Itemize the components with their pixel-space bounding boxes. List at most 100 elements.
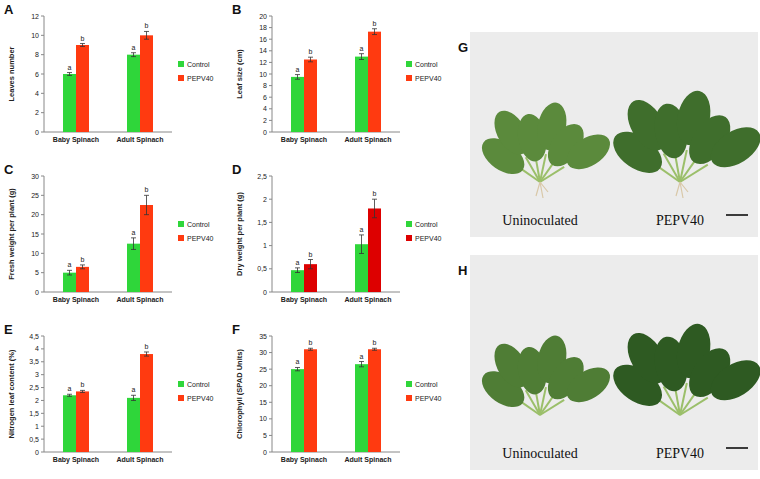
- tick-label: 6: [263, 94, 267, 101]
- significance-letter: b: [309, 48, 313, 55]
- tick-label: 0: [263, 289, 267, 296]
- scale-bar: [726, 214, 748, 216]
- error-stem: [82, 44, 83, 47]
- error-cap: [308, 350, 313, 351]
- legend-label: Control: [415, 381, 438, 388]
- tick-label: 1: [35, 423, 39, 430]
- legend-label: PEPV40: [187, 235, 214, 242]
- significance-letter: a: [296, 358, 300, 365]
- error-bar: [359, 235, 364, 254]
- error-bar: [131, 53, 136, 57]
- bar: [355, 57, 368, 132]
- error-stem: [146, 195, 147, 214]
- panel-letter: G: [458, 40, 468, 55]
- marks: [291, 199, 381, 292]
- tick-label: 25: [259, 366, 267, 373]
- error-bar: [295, 268, 300, 273]
- y-axis-label: Chlorophyll (SPAD Units): [235, 349, 244, 439]
- error-bar: [67, 270, 72, 275]
- error-stem: [146, 31, 147, 39]
- stem: [680, 165, 708, 182]
- error-cap: [295, 370, 300, 371]
- tick-label: 8: [263, 82, 267, 89]
- bar: [76, 45, 89, 132]
- panel-letter: D: [232, 162, 241, 177]
- tick-label: 15: [31, 231, 39, 238]
- bar: [140, 35, 153, 132]
- significance-letter: a: [360, 226, 364, 233]
- error-cap: [131, 400, 136, 401]
- tick-label: 10: [31, 32, 39, 39]
- error-bar: [372, 348, 377, 350]
- legend-label: Control: [187, 221, 210, 228]
- panel-letter: A: [4, 2, 14, 17]
- chart-panel: FChlorophyll (SPAD Units)05101520253035B…: [232, 322, 442, 464]
- figure: ALeaves number024681012Baby SpinachabAdu…: [0, 0, 760, 479]
- error-cap: [372, 217, 377, 218]
- error-stem: [297, 268, 298, 273]
- significance-letter: b: [81, 256, 85, 263]
- significance-letter: a: [68, 385, 72, 392]
- significance-letter: b: [145, 22, 149, 29]
- legend-label: Control: [187, 61, 210, 68]
- category-label: Adult Spinach: [344, 136, 391, 144]
- error-cap: [308, 268, 313, 269]
- error-stem: [297, 367, 298, 370]
- error-stem: [310, 57, 311, 62]
- error-cap: [308, 61, 313, 62]
- significance-letter: b: [373, 20, 377, 27]
- tick-label: 4: [35, 345, 39, 352]
- marks: [291, 29, 381, 132]
- error-bar: [144, 31, 149, 39]
- error-cap: [359, 366, 364, 367]
- legend-label: PEPV40: [187, 75, 214, 82]
- error-cap: [80, 264, 85, 265]
- legend-swatch: [178, 75, 184, 81]
- error-cap: [67, 394, 72, 395]
- error-bar: [359, 54, 364, 60]
- marks: [63, 195, 153, 292]
- error-bar: [295, 367, 300, 370]
- bar: [291, 77, 304, 132]
- error-stem: [133, 395, 134, 400]
- legend-swatch: [178, 381, 184, 387]
- significance-letter: a: [132, 229, 136, 236]
- significance-letter: a: [360, 353, 364, 360]
- stem: [676, 157, 680, 182]
- tick-label: 20: [31, 211, 39, 218]
- tick-label: 0: [35, 289, 39, 296]
- legend-label: Control: [187, 381, 210, 388]
- legend-swatch: [406, 61, 412, 67]
- stem: [540, 397, 553, 415]
- tick-label: 10: [31, 250, 39, 257]
- tick-label: 4: [263, 105, 267, 112]
- error-cap: [372, 350, 377, 351]
- panel-letter: E: [4, 322, 13, 337]
- significance-letter: a: [360, 45, 364, 52]
- legend-swatch: [178, 235, 184, 241]
- error-cap: [144, 195, 149, 196]
- error-cap: [372, 348, 377, 349]
- error-bar: [80, 390, 85, 392]
- marks: [63, 31, 153, 132]
- error-stem: [82, 265, 83, 269]
- error-cap: [131, 395, 136, 396]
- chart-panel: CFresh weight per plant (g)051015202530B…: [4, 162, 214, 304]
- significance-letter: a: [132, 44, 136, 51]
- error-cap: [80, 268, 85, 269]
- y-axis: [272, 16, 273, 132]
- error-stem: [133, 238, 134, 250]
- stem: [676, 390, 680, 415]
- error-cap: [131, 56, 136, 57]
- error-bar: [80, 265, 85, 269]
- tick-label: 15: [259, 399, 267, 406]
- error-cap: [144, 39, 149, 40]
- error-bar: [144, 352, 149, 356]
- tick-label: 30: [31, 173, 39, 180]
- error-cap: [359, 253, 364, 254]
- chart-panel: BLeaf size (cm)02468101214161820Baby Spi…: [232, 2, 442, 144]
- tick-label: 30: [259, 349, 267, 356]
- tick-label: 0: [263, 449, 267, 456]
- tick-label: 10: [259, 415, 267, 422]
- category-label: Baby Spinach: [281, 456, 327, 464]
